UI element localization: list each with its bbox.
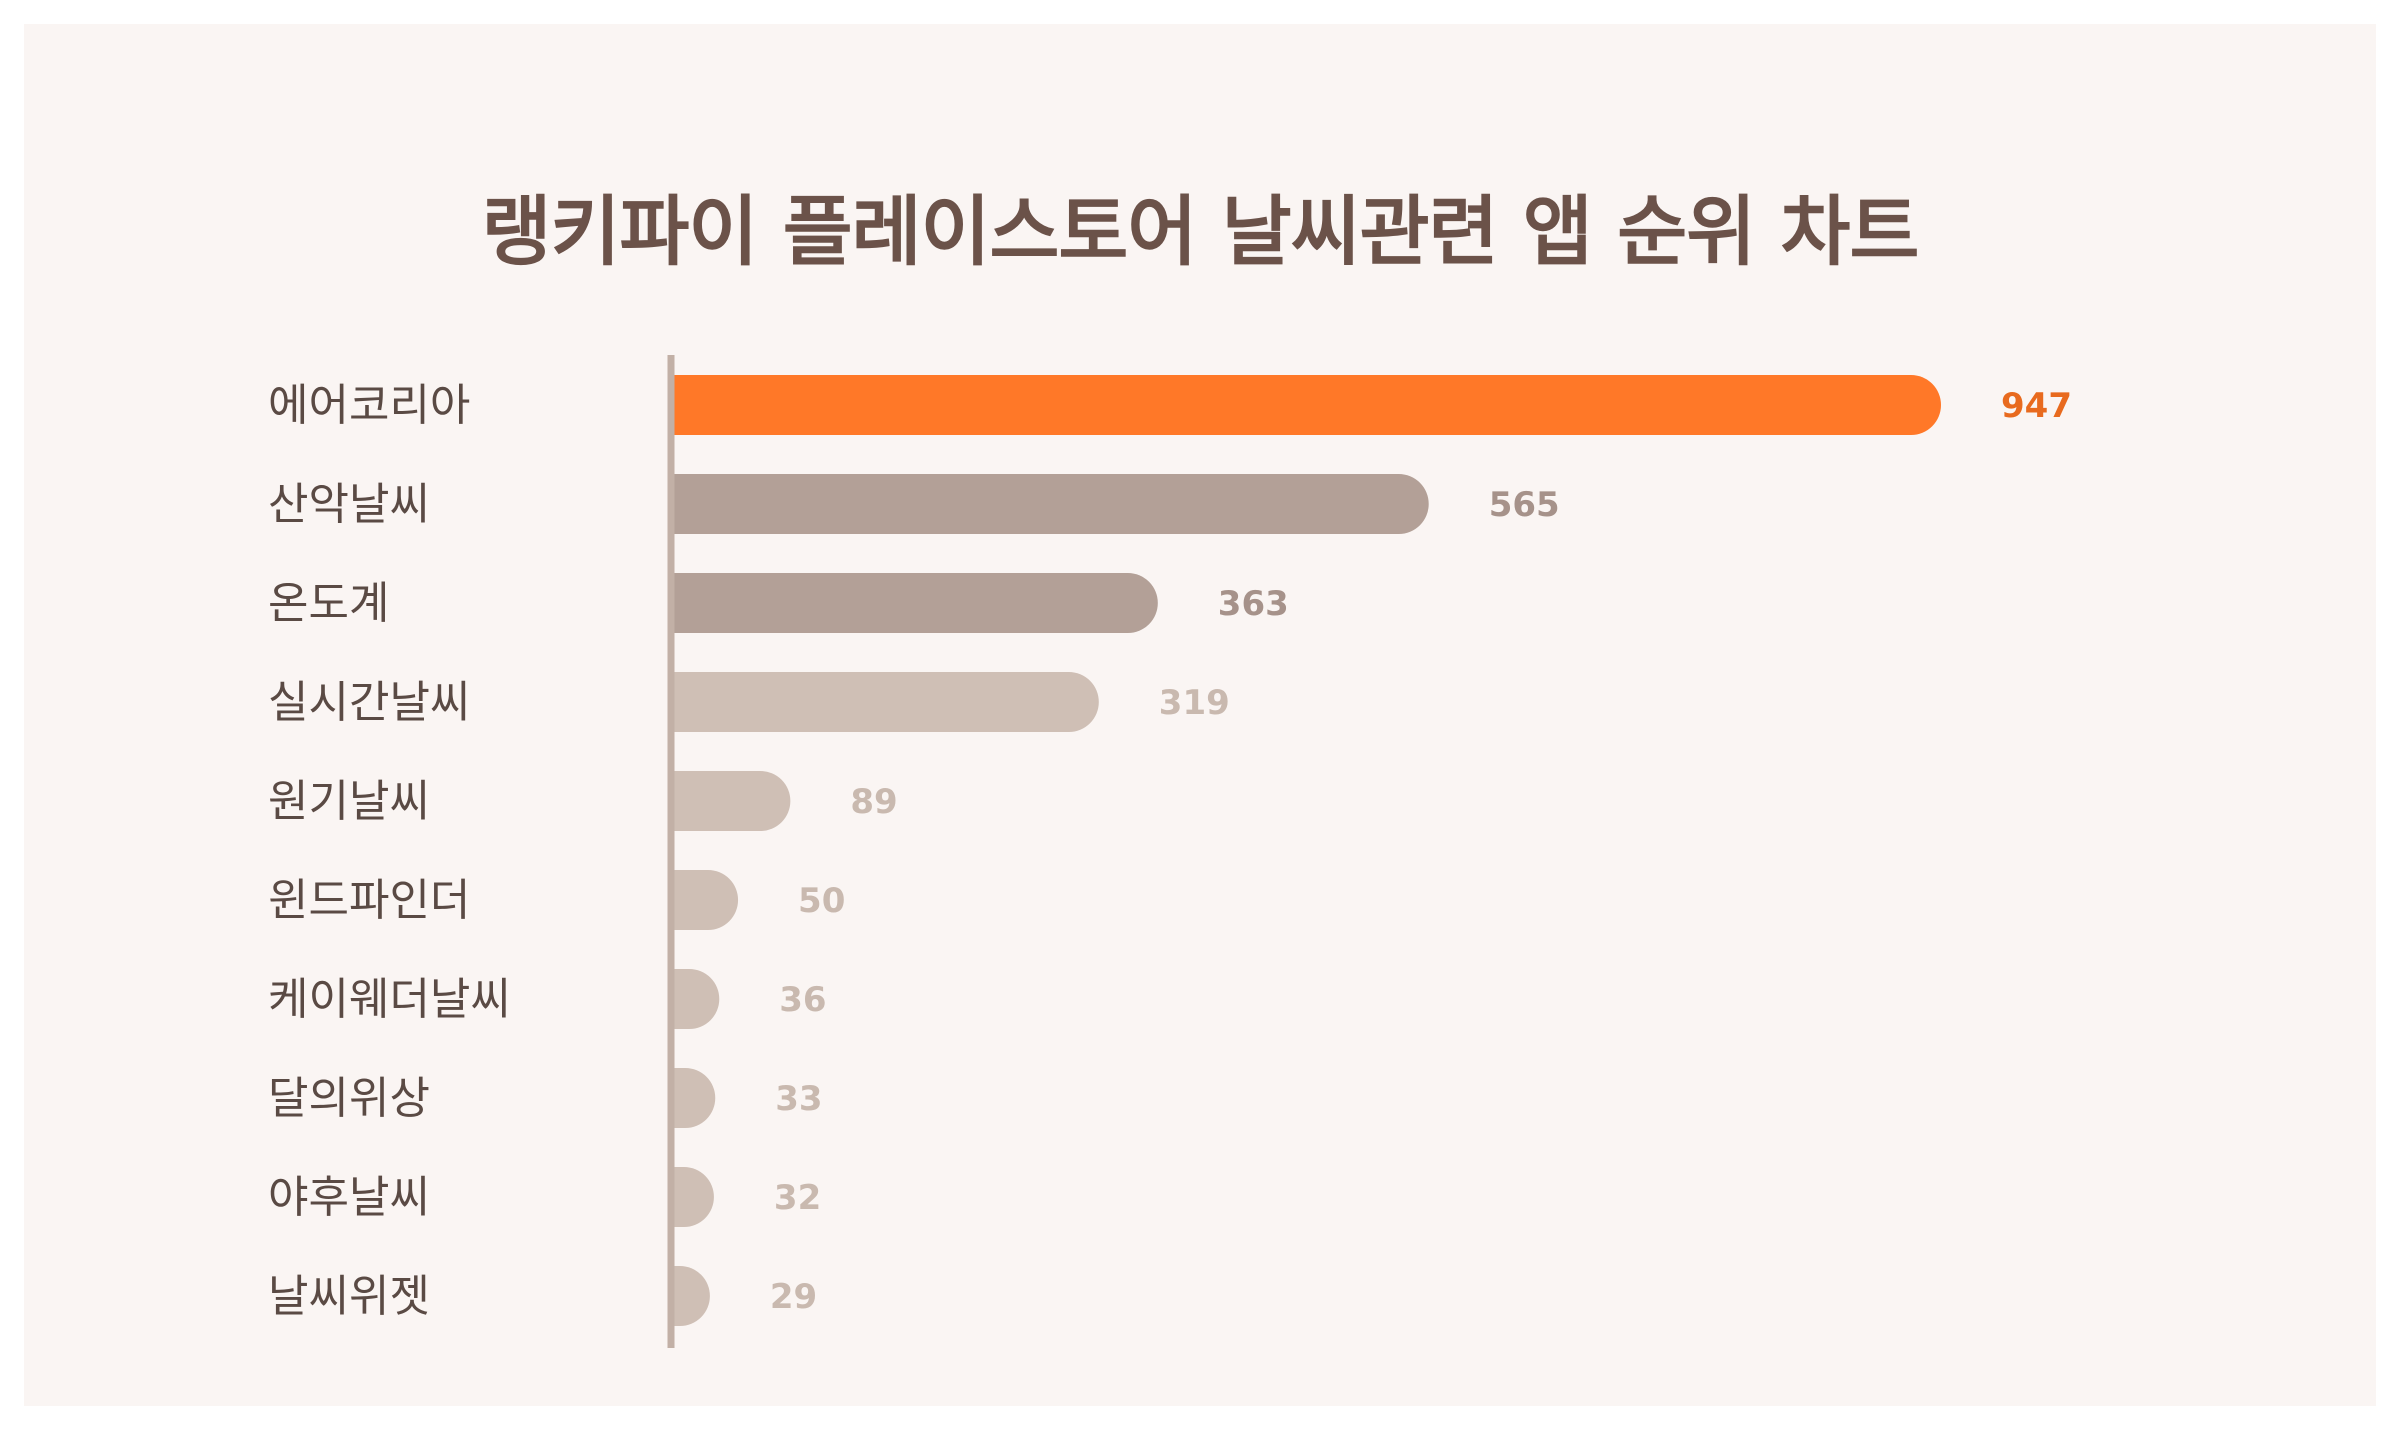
bar-10 xyxy=(671,1266,710,1326)
bar-2 xyxy=(671,474,1429,534)
bar-9 xyxy=(671,1167,714,1227)
value-label-1: 947 xyxy=(2001,386,2072,426)
bar-1 xyxy=(671,375,1941,435)
chart-card: 랭키파이 플레이스토어 날씨관련 앱 순위 차트 xyxy=(24,24,2376,1406)
category-label-7: 케이웨더날씨 xyxy=(268,974,511,1025)
value-label-10: 29 xyxy=(770,1277,817,1317)
value-label-9: 32 xyxy=(774,1178,821,1218)
value-label-7: 36 xyxy=(779,980,826,1020)
category-label-2: 산악날씨 xyxy=(268,479,430,530)
category-label-9: 야후날씨 xyxy=(268,1172,430,1223)
category-label-3: 온도계 xyxy=(268,578,389,629)
category-label-6: 윈드파인더 xyxy=(268,875,470,926)
category-label-10: 날씨위젯 xyxy=(268,1271,430,1322)
bar-7 xyxy=(671,969,720,1029)
value-label-4: 319 xyxy=(1159,683,1230,723)
category-label-8: 달의위상 xyxy=(268,1073,430,1124)
category-label-4: 실시간날씨 xyxy=(268,677,470,728)
bars-layer: 에어코리아 947 산악날씨 565 온도계 363 실시간날씨 319 원기날씨 89 윈드파인더… xyxy=(268,375,2072,1326)
bar-5 xyxy=(671,771,791,831)
category-label-1: 에어코리아 xyxy=(268,380,470,431)
chart-title: 랭키파이 플레이스토어 날씨관련 앱 순위 차트 xyxy=(481,187,1920,276)
bar-6 xyxy=(671,870,739,930)
value-label-2: 565 xyxy=(1489,485,1560,525)
value-label-8: 33 xyxy=(775,1079,822,1119)
category-label-5: 원기날씨 xyxy=(268,776,430,827)
bar-4 xyxy=(671,672,1099,732)
value-label-5: 89 xyxy=(850,782,897,822)
value-label-3: 363 xyxy=(1218,584,1289,624)
value-label-6: 50 xyxy=(798,881,845,921)
bar-3 xyxy=(671,573,1158,633)
bar-8 xyxy=(671,1068,716,1128)
